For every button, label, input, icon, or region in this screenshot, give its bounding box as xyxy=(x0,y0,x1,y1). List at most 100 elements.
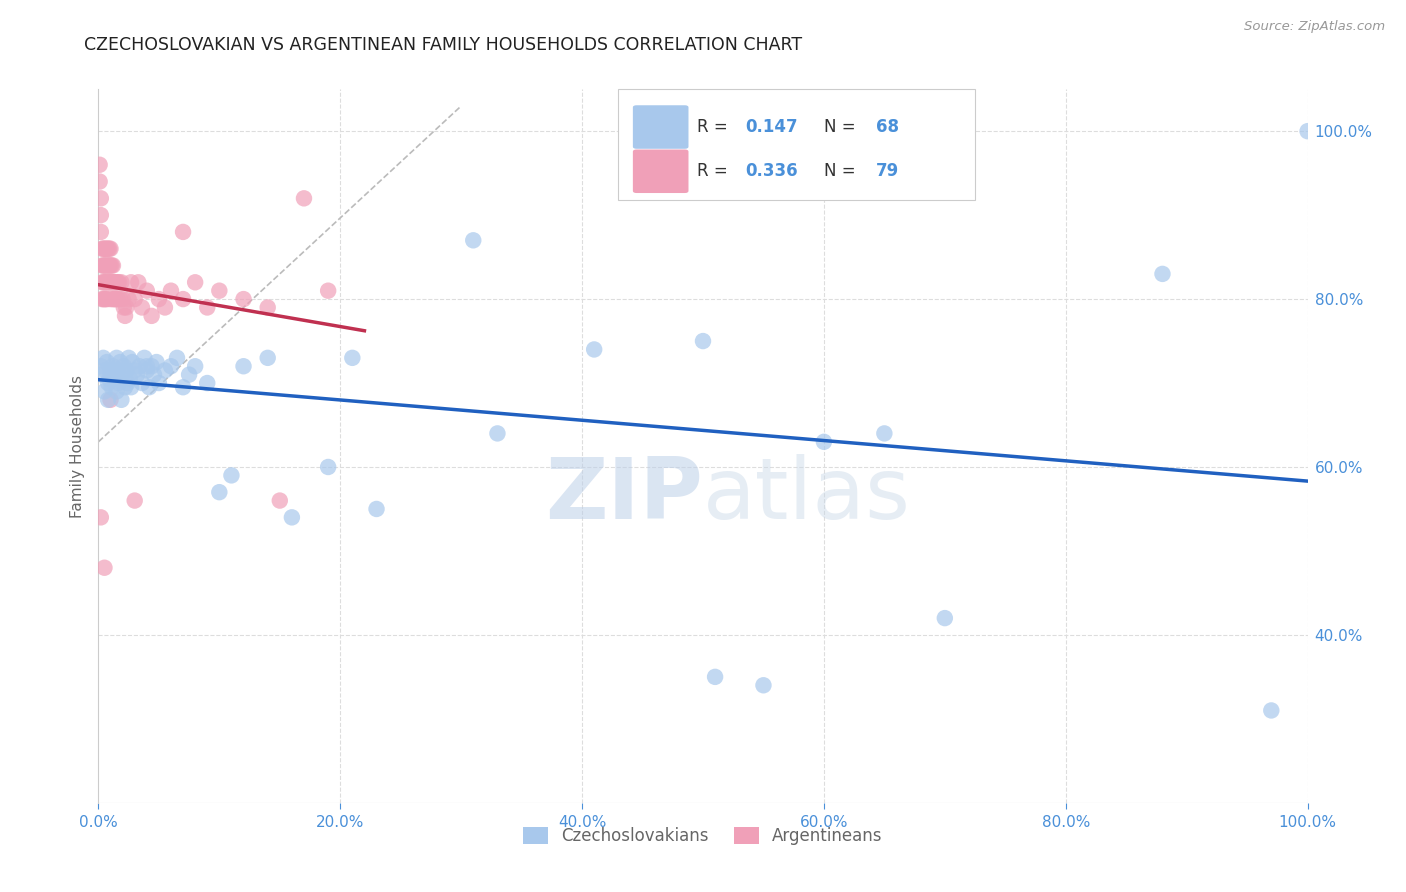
Text: 79: 79 xyxy=(876,162,900,180)
Point xyxy=(184,359,207,374)
Text: R =: R = xyxy=(697,162,733,180)
Point xyxy=(195,301,218,315)
Point xyxy=(111,292,134,306)
Point xyxy=(93,384,115,399)
Point xyxy=(90,208,112,222)
Point xyxy=(179,368,201,382)
Point xyxy=(232,292,254,306)
Point xyxy=(160,359,183,374)
Point xyxy=(91,275,114,289)
Point xyxy=(100,392,122,407)
Point xyxy=(184,275,207,289)
Point xyxy=(97,259,120,273)
Point xyxy=(120,380,142,394)
Point xyxy=(131,376,153,390)
Point xyxy=(94,292,117,306)
Point xyxy=(281,510,304,524)
Point xyxy=(97,242,120,256)
Point xyxy=(704,670,727,684)
Point xyxy=(100,259,122,273)
Point xyxy=(101,359,124,374)
Point xyxy=(292,191,315,205)
Point xyxy=(256,351,278,365)
Point xyxy=(138,380,160,394)
Point xyxy=(1296,124,1319,138)
Point xyxy=(160,284,183,298)
Point xyxy=(96,259,118,273)
Y-axis label: Family Households: Family Households xyxy=(70,375,86,517)
Point xyxy=(117,376,139,390)
Point xyxy=(96,355,118,369)
Point xyxy=(100,242,122,256)
Point xyxy=(105,275,128,289)
Point xyxy=(118,292,141,306)
Point xyxy=(208,284,231,298)
Point xyxy=(98,259,121,273)
Point xyxy=(91,292,114,306)
Point xyxy=(90,359,112,374)
Point xyxy=(91,259,114,273)
Point xyxy=(91,351,114,365)
FancyBboxPatch shape xyxy=(619,89,976,200)
Point xyxy=(135,284,157,298)
Point xyxy=(115,363,138,377)
Point xyxy=(100,275,122,289)
Point xyxy=(97,275,120,289)
Point xyxy=(141,359,163,374)
Point xyxy=(143,368,166,382)
Point xyxy=(98,372,121,386)
Text: R =: R = xyxy=(697,118,733,136)
Point xyxy=(105,384,128,399)
Point xyxy=(100,380,122,394)
Point xyxy=(221,468,243,483)
Point xyxy=(101,275,124,289)
Point xyxy=(93,242,115,256)
Point xyxy=(96,292,118,306)
Point xyxy=(89,175,111,189)
Point xyxy=(100,259,122,273)
Point xyxy=(114,309,136,323)
Point xyxy=(108,292,131,306)
Point xyxy=(256,301,278,315)
Point xyxy=(96,275,118,289)
Text: N =: N = xyxy=(824,162,860,180)
Text: 68: 68 xyxy=(876,118,898,136)
Point xyxy=(101,259,124,273)
Point xyxy=(172,380,194,394)
Text: ZIP: ZIP xyxy=(546,454,703,538)
Point xyxy=(91,259,114,273)
Text: 0.147: 0.147 xyxy=(745,118,799,136)
Point xyxy=(172,225,194,239)
Point xyxy=(98,242,121,256)
Point xyxy=(94,363,117,377)
Point xyxy=(232,359,254,374)
Point xyxy=(153,301,176,315)
Point xyxy=(118,351,141,365)
Point xyxy=(104,368,127,382)
Point xyxy=(120,275,142,289)
Point xyxy=(114,380,136,394)
Point xyxy=(118,372,141,386)
Point xyxy=(93,560,115,574)
Point xyxy=(127,368,149,382)
Point xyxy=(90,510,112,524)
Text: N =: N = xyxy=(824,118,860,136)
Text: Source: ZipAtlas.com: Source: ZipAtlas.com xyxy=(1244,20,1385,33)
Point xyxy=(166,351,188,365)
Point xyxy=(93,275,115,289)
Point xyxy=(1152,267,1174,281)
Point xyxy=(104,292,127,306)
Point xyxy=(131,301,153,315)
Point xyxy=(752,678,775,692)
Point xyxy=(96,242,118,256)
Point xyxy=(100,275,122,289)
Point xyxy=(121,355,143,369)
Point xyxy=(90,225,112,239)
Point xyxy=(486,426,509,441)
Point xyxy=(107,292,129,306)
Point xyxy=(91,242,114,256)
Point xyxy=(97,392,120,407)
Point xyxy=(93,292,115,306)
Point xyxy=(104,275,127,289)
Point xyxy=(91,242,114,256)
